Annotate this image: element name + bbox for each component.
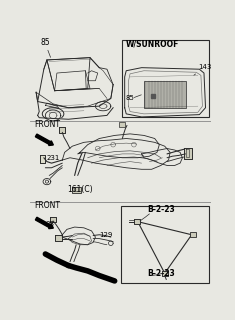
Bar — [119, 122, 125, 127]
Text: 231: 231 — [47, 155, 60, 161]
Text: 129: 129 — [99, 232, 113, 238]
Text: FRONT: FRONT — [34, 120, 60, 129]
Bar — [144, 81, 186, 108]
Bar — [190, 232, 196, 237]
Text: 85: 85 — [41, 37, 50, 46]
Text: 143: 143 — [198, 64, 211, 70]
Text: FRONT: FRONT — [34, 201, 60, 210]
FancyArrow shape — [35, 134, 53, 146]
Bar — [134, 219, 140, 224]
Bar — [59, 127, 65, 133]
Bar — [71, 187, 81, 193]
FancyArrow shape — [35, 217, 53, 228]
Text: B-2-23: B-2-23 — [147, 268, 175, 277]
Text: 161(C): 161(C) — [67, 185, 93, 194]
Text: W/SUNROOF: W/SUNROOF — [125, 39, 179, 48]
Text: 38: 38 — [45, 221, 54, 227]
Text: B-2-23: B-2-23 — [147, 205, 175, 214]
Bar — [121, 206, 209, 283]
Bar — [184, 148, 192, 158]
Bar — [162, 271, 168, 276]
Bar — [50, 217, 56, 222]
Bar — [122, 40, 209, 117]
Text: 85: 85 — [125, 95, 134, 101]
Bar — [40, 156, 45, 163]
Bar — [55, 235, 62, 241]
